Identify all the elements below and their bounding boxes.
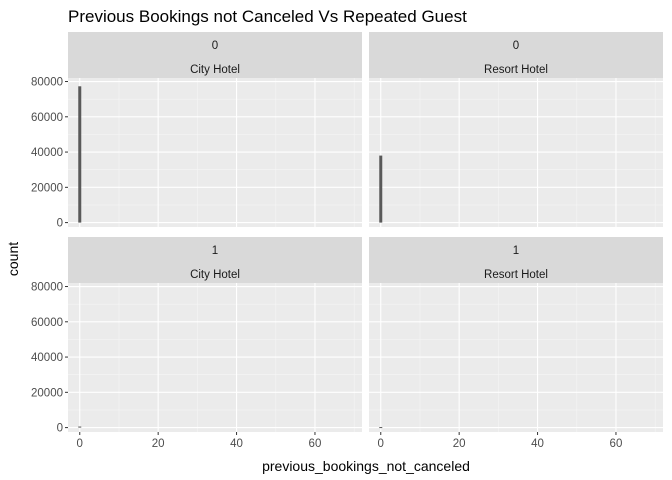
facet-row-label: 1	[513, 245, 519, 257]
facet-row-label: 0	[513, 40, 519, 52]
facet-strip	[369, 32, 663, 78]
y-tick-label: 80000	[31, 77, 63, 89]
x-tick-label: 40	[230, 438, 243, 450]
y-tick-label: 0	[57, 218, 63, 230]
facet-strip	[68, 237, 362, 283]
facet-col-label: Resort Hotel	[484, 269, 548, 281]
facet-panel: 1 Resort Hotel 0 20 40 60	[369, 237, 663, 450]
facet-row-label: 0	[212, 40, 218, 52]
facet-panel: 1 City Hotel 0 20000 40000 60000 80000 0 20 40 60	[31, 237, 362, 450]
facet-strip	[68, 32, 362, 78]
y-tick-label: 20000	[31, 387, 63, 399]
x-tick-label: 0	[77, 438, 83, 450]
x-tick-label: 60	[309, 438, 322, 450]
x-tick-label: 20	[453, 438, 466, 450]
histogram-bar	[78, 426, 82, 428]
histogram-bar	[379, 155, 383, 223]
y-tick-label: 40000	[31, 352, 63, 364]
facet-strip	[369, 237, 663, 283]
facet-col-label: City Hotel	[190, 64, 240, 76]
y-tick-label: 60000	[31, 112, 63, 124]
histogram-bar	[78, 86, 82, 223]
y-axis-title: count	[5, 242, 21, 276]
y-tick-label: 40000	[31, 147, 63, 159]
facet-row-label: 1	[212, 245, 218, 257]
facet-panel: 0 City Hotel 0 20000 40000 60000 80000	[31, 32, 362, 230]
y-tick-label: 0	[57, 423, 63, 435]
facet-col-label: City Hotel	[190, 269, 240, 281]
x-tick-label: 20	[152, 438, 165, 450]
y-tick-label: 80000	[31, 282, 63, 294]
y-tick-label: 60000	[31, 317, 63, 329]
x-tick-label: 0	[378, 438, 384, 450]
chart-title: Previous Bookings not Canceled Vs Repeat…	[68, 7, 467, 26]
y-tick-label: 20000	[31, 182, 63, 194]
x-tick-label: 60	[610, 438, 623, 450]
x-axis-title: previous_bookings_not_canceled	[262, 458, 470, 474]
x-tick-label: 40	[531, 438, 544, 450]
facet-panel: 0 Resort Hotel	[369, 32, 663, 227]
facet-col-label: Resort Hotel	[484, 64, 548, 76]
histogram-bar	[379, 427, 383, 429]
